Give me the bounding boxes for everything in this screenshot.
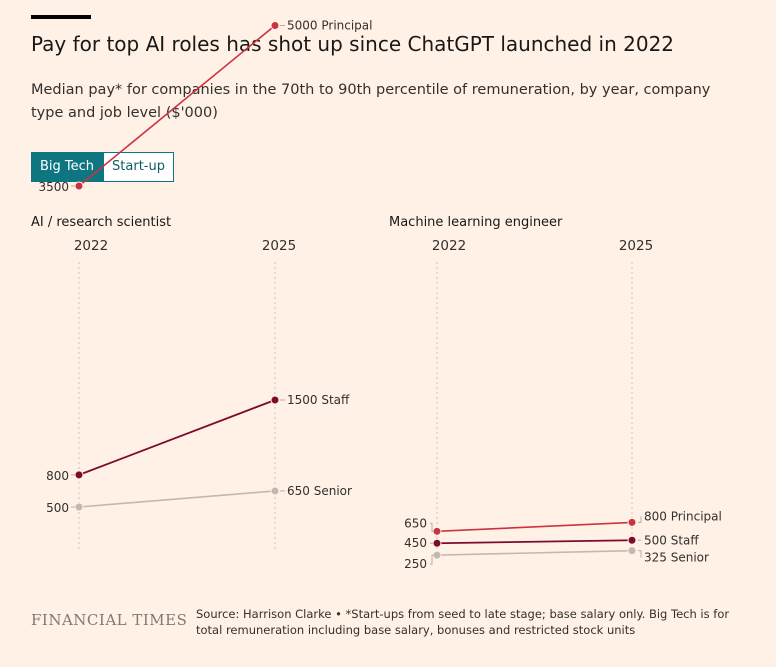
panel-title-ai-scientist: AI / research scientist: [31, 215, 172, 230]
series-line-principal: [436, 521, 633, 533]
year-label-2022-right: 2022: [431, 238, 467, 254]
series-line-principal: [78, 24, 276, 187]
end-label-senior: 650 Senior: [287, 484, 352, 498]
panel-title-ml-engineer: Machine learning engineer: [389, 215, 563, 230]
data-point-principal-end: [270, 21, 280, 30]
data-point-senior-start: [432, 550, 442, 560]
header-rule: [31, 15, 91, 19]
end-label-staff: 500 Staff: [644, 533, 699, 547]
slope-chart: 5000 Principal 3500 1500 Staff 800 650 Senio…: [38, 19, 722, 572]
start-label-senior: 250: [404, 557, 427, 571]
end-label-senior: 325 Senior: [644, 551, 709, 565]
year-label-2022-left: 2022: [73, 238, 109, 254]
start-label-senior: 500: [46, 501, 69, 515]
data-point-senior-end: [270, 486, 280, 496]
start-label-principal: 650: [404, 516, 427, 530]
ft-logo: FINANCIAL TIMES: [31, 611, 188, 629]
data-point-principal-end: [627, 517, 637, 527]
data-point-senior-start: [74, 502, 84, 512]
data-point-staff-end: [270, 395, 280, 405]
series-line-staff: [78, 399, 276, 476]
end-label-principal: 5000 Principal: [287, 19, 373, 33]
data-point-staff-end: [627, 535, 637, 545]
label-connector-principal: [638, 516, 642, 523]
end-label-principal: 800 Principal: [644, 509, 722, 523]
source-note: Source: Harrison Clarke • *Start-ups fro…: [196, 607, 730, 637]
start-label-staff: 450: [404, 536, 427, 550]
end-label-staff: 1500 Staff: [287, 393, 350, 407]
series-line-staff: [436, 539, 633, 545]
start-label-staff: 800: [46, 469, 69, 483]
label-connector-senior: [638, 550, 642, 558]
year-label-2025-right: 2025: [618, 238, 654, 254]
data-point-staff-start: [74, 470, 84, 480]
start-label-principal: 3500: [38, 180, 69, 194]
series-line-senior: [436, 549, 633, 556]
year-label-2025-left: 2025: [261, 238, 297, 254]
data-point-principal-start: [432, 526, 442, 536]
chart-title: Pay for top AI roles has shot up since C…: [31, 32, 675, 56]
data-point-staff-start: [432, 538, 442, 548]
start-connector-senior: [430, 554, 434, 565]
data-point-senior-end: [627, 546, 637, 556]
start-connector-principal: [430, 522, 434, 532]
series-line-senior: [78, 490, 276, 508]
data-point-principal-start: [74, 181, 84, 191]
